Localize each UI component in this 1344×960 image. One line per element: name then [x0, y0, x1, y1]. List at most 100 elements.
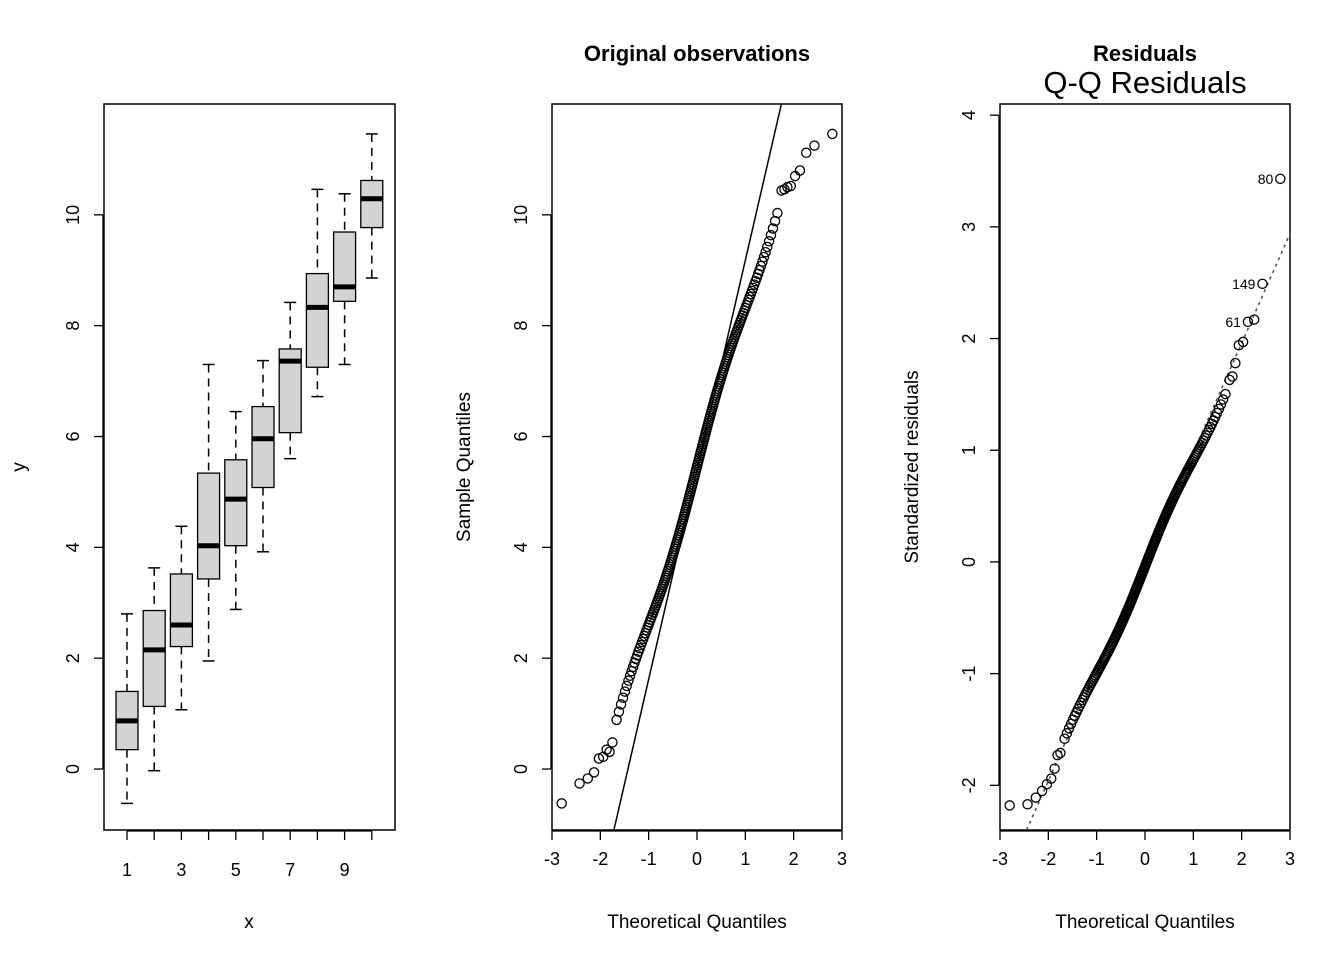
point-series: [1004, 173, 1286, 811]
x-tick-label: -3: [992, 849, 1008, 869]
qq-point: [624, 670, 636, 682]
qq-point: [556, 798, 567, 809]
qq-point: [1030, 792, 1042, 803]
x-tick-label: 1: [122, 860, 132, 880]
plot-frame: [551, 103, 843, 831]
qq-point: [765, 229, 777, 241]
x-tick-label: 7: [285, 860, 295, 880]
qq-point: [1045, 773, 1057, 784]
y-tick-label: -2: [959, 777, 979, 793]
qq-point: [763, 236, 775, 247]
x-tick-label: 5: [231, 860, 241, 880]
qq-point: [1022, 799, 1033, 810]
box-8: [305, 188, 330, 398]
qq-point: [758, 251, 770, 263]
qq-point: [1055, 747, 1066, 759]
qq-point: [1052, 749, 1063, 761]
box-5: [224, 410, 248, 611]
box-6: [251, 359, 275, 553]
qq-point: [588, 767, 600, 778]
y-tick-label: 0: [63, 764, 83, 774]
qq-point: [1215, 399, 1227, 410]
qq-point: [1220, 388, 1231, 400]
x-axis: -3 -2 -1 0 1 2 3: [992, 830, 1295, 869]
qq-point: [1199, 432, 1211, 444]
box-body: [305, 272, 330, 368]
y-axis-label: Standardized residuals: [902, 370, 923, 563]
qq-point: [619, 686, 631, 697]
qq-point: [1224, 374, 1235, 386]
y-tick-label: 3: [959, 222, 979, 232]
x-tick-label: 3: [176, 860, 186, 880]
qq-point: [623, 675, 634, 686]
y-tick-label: 4: [63, 542, 83, 552]
x-tick-label: 2: [1237, 849, 1247, 869]
panel-subtitle: Q-Q Residuals: [1043, 65, 1246, 100]
qq-point: [1237, 336, 1249, 348]
box-body: [360, 179, 384, 229]
qq-point: [601, 744, 612, 755]
qq-point: [757, 256, 768, 267]
qq-point: [604, 746, 615, 758]
qq-point: [1004, 800, 1015, 811]
box-2: [142, 567, 166, 772]
panel-boxplot: 1 3 5 7 9 0 2 4 6 8 10 x y: [9, 103, 396, 933]
y-tick-label: 6: [511, 432, 531, 442]
x-tick-label: 3: [837, 849, 847, 869]
x-tick-label: 0: [1140, 849, 1150, 869]
y-axis: 0 2 4 6 8 10: [63, 205, 104, 774]
y-tick-label: 6: [63, 432, 83, 442]
qq-point: [1275, 173, 1286, 185]
y-tick-label: 2: [63, 653, 83, 663]
qq-point: [1248, 314, 1260, 325]
y-axis: -2 -1 0 1 2 3 4: [959, 110, 1000, 793]
qq-point: [607, 737, 618, 748]
panel-qq-residuals: Residuals Q-Q Residuals 80 149 61 -3 -2 -1 0 1…: [902, 41, 1295, 933]
box-series: [115, 133, 384, 805]
box-9: [332, 193, 357, 366]
box-3: [169, 525, 194, 711]
x-tick-label: -2: [592, 849, 608, 869]
qq-point: [574, 778, 585, 789]
y-tick-label: 1: [959, 445, 979, 455]
x-tick-label: -3: [544, 849, 560, 869]
qq-point: [800, 147, 812, 159]
y-tick-label: 0: [959, 557, 979, 567]
qq-point: [1230, 357, 1241, 369]
panel-title: Original observations: [584, 41, 810, 66]
qq-point: [767, 223, 779, 234]
qq-point: [615, 699, 627, 710]
panel-qq-original: Original observations -3 -2 -1 0 1 2 3 0 2 4 6 8 10…: [454, 41, 847, 933]
point-labels: 80 149 61: [1225, 171, 1273, 330]
x-axis: -3 -2 -1 0 1 2 3: [544, 830, 847, 869]
plot-frame: [103, 103, 396, 831]
box-body: [196, 472, 221, 580]
qq-point: [772, 207, 783, 219]
point-label: 61: [1225, 314, 1241, 330]
y-tick-label: 2: [959, 334, 979, 344]
box-body: [224, 459, 248, 547]
x-tick-label: 2: [789, 849, 799, 869]
x-tick-label: 0: [692, 849, 702, 869]
x-tick-label: 9: [340, 860, 350, 880]
qq-point: [779, 184, 790, 195]
y-tick-label: 8: [63, 321, 83, 331]
qq-point: [1036, 785, 1048, 797]
point-label: 149: [1232, 276, 1256, 292]
box-4: [196, 363, 221, 662]
y-tick-label: 8: [511, 321, 531, 331]
y-tick-label: 10: [511, 205, 531, 225]
box-body: [169, 573, 194, 648]
qq-point: [1242, 316, 1254, 328]
qq-point: [762, 241, 773, 253]
y-axis-label: y: [9, 462, 30, 472]
y-axis-label: Sample Quantiles: [454, 392, 475, 542]
qq-point: [755, 260, 767, 272]
x-tick-label: -1: [1089, 849, 1105, 869]
point-label: 80: [1258, 171, 1274, 187]
y-tick-label: 4: [511, 542, 531, 552]
y-tick-label: 4: [959, 110, 979, 120]
qq-point: [1061, 728, 1073, 739]
qq-point: [1257, 278, 1268, 290]
